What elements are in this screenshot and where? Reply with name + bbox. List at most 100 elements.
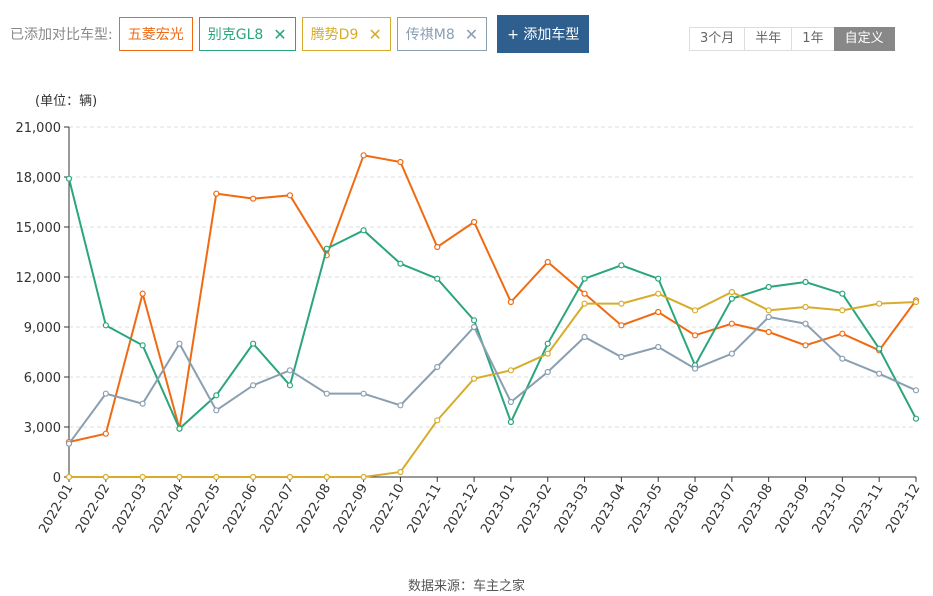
data-point: [802, 320, 809, 327]
data-point: [618, 353, 625, 361]
data-point: [765, 328, 772, 336]
close-icon[interactable]: ✕: [368, 24, 382, 44]
data-point: [250, 195, 257, 202]
x-tick-label: 2023-04: [589, 482, 629, 537]
data-point: [213, 392, 220, 399]
data-point: [65, 473, 73, 481]
data-point: [765, 283, 772, 291]
x-tick-label: 2022-08: [294, 482, 334, 537]
unit-label: (单位：辆): [35, 94, 97, 109]
data-point: [581, 290, 588, 297]
data-point: [470, 317, 478, 324]
x-tick-label: 2022-04: [147, 482, 187, 537]
data-point: [839, 290, 846, 297]
data-point: [765, 307, 772, 314]
y-tick-label: 0: [53, 471, 61, 486]
model-tag-label: 别克GL8: [207, 27, 264, 43]
data-point: [360, 227, 367, 234]
data-point: [691, 365, 699, 372]
data-point: [765, 313, 772, 321]
data-point: [618, 262, 625, 269]
data-point: [213, 190, 220, 197]
data-point: [728, 288, 735, 296]
data-point: [102, 473, 109, 481]
data-point: [544, 258, 551, 266]
data-point: [102, 430, 109, 437]
x-tick-label: 2022-07: [257, 482, 297, 537]
data-point: [507, 418, 515, 426]
range-option[interactable]: 自定义: [833, 27, 895, 51]
data-point: [544, 350, 551, 357]
data-point: [691, 332, 699, 339]
compare-label: 已添加对比车型:: [10, 27, 113, 43]
model-tag: 五菱宏光: [118, 17, 193, 51]
data-point: [912, 415, 920, 422]
data-point: [360, 473, 367, 481]
data-point: [250, 340, 257, 347]
x-tick-label: 2023-10: [810, 482, 850, 537]
data-point: [470, 218, 478, 226]
data-point: [65, 175, 73, 182]
data-point: [176, 340, 183, 347]
y-tick-label: 15,000: [16, 221, 62, 236]
x-tick-label: 2023-06: [662, 482, 702, 537]
data-point: [544, 340, 551, 347]
y-tick-label: 12,000: [16, 271, 62, 286]
data-point: [434, 417, 441, 424]
data-point: [581, 300, 588, 307]
data-point: [802, 303, 809, 311]
data-point: [802, 278, 809, 286]
x-tick-label: 2022-06: [220, 482, 260, 537]
data-point: [434, 275, 441, 282]
data-point: [839, 307, 846, 314]
y-tick-label: 18,000: [16, 171, 62, 186]
model-tag: 传祺M8 ✕: [396, 17, 488, 51]
data-point: [397, 260, 404, 267]
data-point: [839, 355, 846, 362]
y-tick-label: 21,000: [16, 121, 62, 136]
data-point: [176, 473, 183, 481]
data-point: [434, 363, 441, 371]
model-tag-label: 腾势D9: [310, 27, 359, 43]
x-tick-label: 2022-03: [110, 482, 150, 537]
x-tick-label: 2023-03: [552, 482, 592, 537]
y-tick-label: 6,000: [24, 371, 61, 386]
data-point: [397, 158, 404, 166]
data-point: [876, 370, 883, 377]
data-point: [691, 307, 699, 314]
data-point: [250, 473, 257, 481]
data-point: [507, 398, 515, 406]
data-point: [618, 322, 625, 329]
data-point: [655, 308, 662, 316]
x-tick-label: 2022-01: [36, 482, 76, 537]
data-point: [323, 390, 330, 397]
data-point: [286, 367, 294, 374]
add-model-button[interactable]: + 添加车型: [497, 15, 590, 53]
x-tick-label: 2023-11: [846, 482, 886, 537]
model-tag-label: 传祺M8: [405, 27, 455, 43]
data-point: [581, 333, 588, 341]
data-point: [139, 342, 146, 349]
data-point: [397, 468, 404, 476]
data-point: [839, 330, 846, 337]
data-point: [213, 473, 220, 481]
data-point: [434, 243, 441, 251]
x-tick-label: 2023-07: [699, 482, 739, 537]
series-line-0: [68, 154, 917, 443]
data-point: [655, 343, 662, 351]
x-tick-label: 2022-02: [73, 482, 113, 537]
data-point: [507, 298, 515, 306]
close-icon[interactable]: ✕: [273, 24, 287, 44]
close-icon[interactable]: ✕: [464, 24, 479, 44]
data-point: [323, 473, 330, 481]
x-tick-label: 2022-09: [331, 482, 371, 537]
data-point: [912, 298, 920, 306]
line-chart: (单位：辆) 0 3,000 6,000 9,000 12,000 15,000 18,000…: [16, 94, 924, 537]
y-tick-label: 9,000: [24, 321, 61, 336]
data-point: [876, 345, 883, 352]
x-tick-label: 2022-05: [184, 482, 224, 537]
time-range-selector: 3个月 半年 1年 自定义: [689, 27, 895, 51]
model-tag-label: 五菱宏光: [127, 27, 184, 43]
data-point: [507, 367, 515, 374]
data-point: [655, 275, 662, 282]
